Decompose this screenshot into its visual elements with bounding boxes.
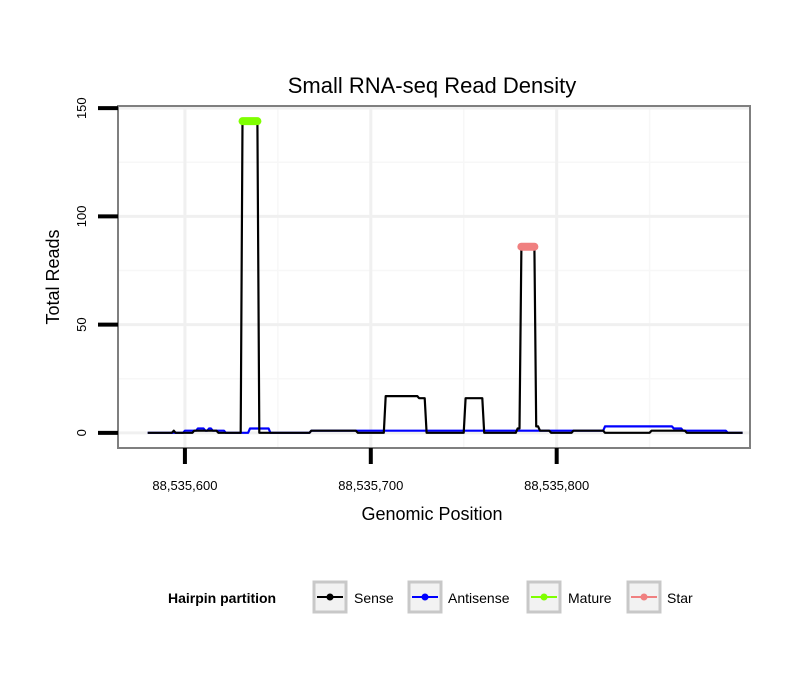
y-tick-label: 0: [74, 429, 89, 436]
legend-item-star: Star: [626, 580, 693, 614]
x-tick-label: 88,535,800: [524, 478, 589, 493]
legend-label: Mature: [568, 590, 612, 606]
plot-border: [117, 105, 751, 449]
y-axis-title: Total Reads: [43, 229, 63, 324]
legend-item-mature: Mature: [526, 580, 612, 614]
x-axis-title: Genomic Position: [361, 504, 502, 524]
y-tick-label: 50: [74, 317, 89, 331]
legend: Hairpin partition Sense Antisense Mature St…: [168, 580, 693, 614]
x-axis: 88,535,600 88,535,700 88,535,800: [152, 448, 589, 493]
legend-label: Star: [667, 590, 693, 606]
legend-label: Sense: [354, 590, 394, 606]
legend-item-sense: Sense: [312, 580, 394, 614]
legend-item-antisense: Antisense: [407, 580, 510, 614]
legend-label: Antisense: [448, 590, 510, 606]
x-tick-label: 88,535,700: [338, 478, 403, 493]
legend-key-point: [540, 593, 548, 601]
y-tick-label: 100: [74, 206, 89, 228]
legend-key-point: [421, 593, 429, 601]
plot-panel: [118, 106, 750, 448]
series-line-sense: [147, 120, 743, 434]
data-series: [147, 117, 743, 434]
x-tick-label: 88,535,600: [152, 478, 217, 493]
chart-title: Small RNA-seq Read Density: [288, 73, 577, 98]
legend-key-point: [326, 593, 334, 601]
series-line-antisense: [147, 425, 743, 434]
y-tick-label: 150: [74, 97, 89, 119]
y-axis: 0 50 100 150: [74, 97, 118, 436]
legend-key-point: [640, 593, 648, 601]
legend-title: Hairpin partition: [168, 590, 276, 606]
